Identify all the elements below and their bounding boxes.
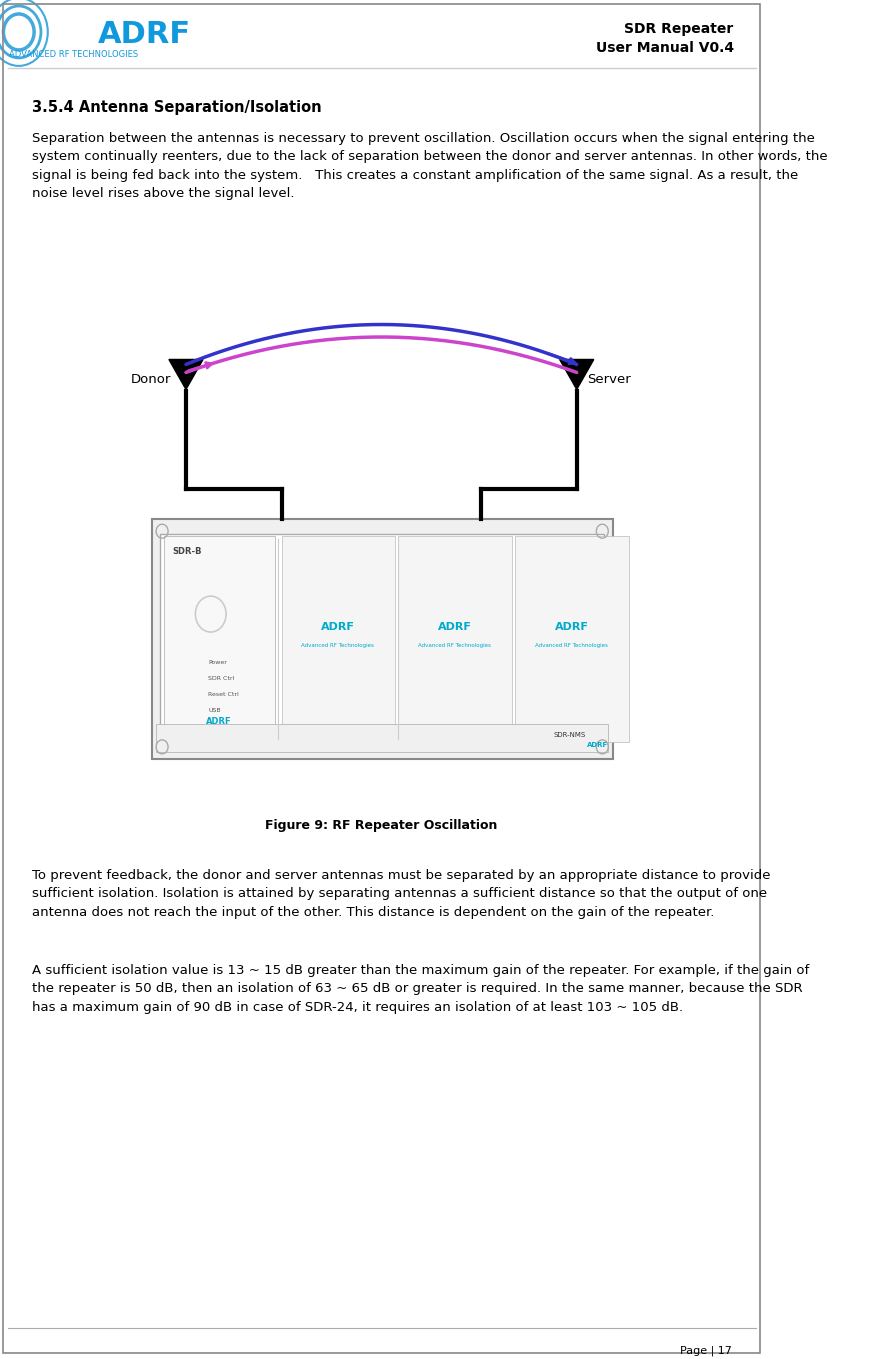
Bar bbox=[160, 534, 603, 743]
Bar bbox=[398, 537, 511, 742]
Text: Advanced RF Technologies: Advanced RF Technologies bbox=[535, 643, 607, 647]
Text: SDR-B: SDR-B bbox=[173, 548, 202, 556]
Bar bbox=[152, 519, 611, 758]
Bar bbox=[515, 537, 628, 742]
Text: To prevent feedback, the donor and server antennas must be separated by an appro: To prevent feedback, the donor and serve… bbox=[32, 868, 770, 919]
Polygon shape bbox=[559, 360, 593, 390]
Text: SDR Ctrl: SDR Ctrl bbox=[208, 675, 234, 681]
Text: USB: USB bbox=[208, 708, 221, 713]
Text: Reset Ctrl: Reset Ctrl bbox=[208, 692, 239, 697]
Polygon shape bbox=[169, 360, 203, 390]
Text: SDR-NMS: SDR-NMS bbox=[553, 733, 586, 738]
Text: ADRF: ADRF bbox=[98, 20, 191, 49]
Text: ADRF: ADRF bbox=[554, 622, 588, 632]
Text: 3.5.4 Antenna Separation/Isolation: 3.5.4 Antenna Separation/Isolation bbox=[32, 99, 322, 116]
Bar bbox=[282, 537, 394, 742]
Text: Advanced RF Technologies: Advanced RF Technologies bbox=[417, 643, 491, 647]
Text: ADRF: ADRF bbox=[586, 742, 608, 747]
Text: Advanced RF Technologies: Advanced RF Technologies bbox=[301, 643, 374, 647]
Text: A sufficient isolation value is 13 ~ 15 dB greater than the maximum gain of the : A sufficient isolation value is 13 ~ 15 … bbox=[32, 964, 809, 1014]
Text: Page | 17: Page | 17 bbox=[679, 1345, 731, 1356]
Bar bbox=[164, 537, 274, 742]
Text: ADRF: ADRF bbox=[321, 622, 354, 632]
Text: ADRF: ADRF bbox=[207, 718, 232, 726]
Text: ADVANCED RF TECHNOLOGIES: ADVANCED RF TECHNOLOGIES bbox=[9, 50, 138, 60]
Text: Donor: Donor bbox=[131, 372, 171, 386]
Text: Server: Server bbox=[586, 372, 630, 386]
Bar bbox=[156, 724, 608, 752]
Text: Power: Power bbox=[208, 660, 227, 665]
Text: SDR Repeater
User Manual V0.4: SDR Repeater User Manual V0.4 bbox=[595, 22, 733, 56]
Text: Separation between the antennas is necessary to prevent oscillation. Oscillation: Separation between the antennas is neces… bbox=[32, 132, 827, 200]
Text: ADRF: ADRF bbox=[437, 622, 471, 632]
Text: Figure 9: RF Repeater Oscillation: Figure 9: RF Repeater Oscillation bbox=[265, 818, 497, 832]
